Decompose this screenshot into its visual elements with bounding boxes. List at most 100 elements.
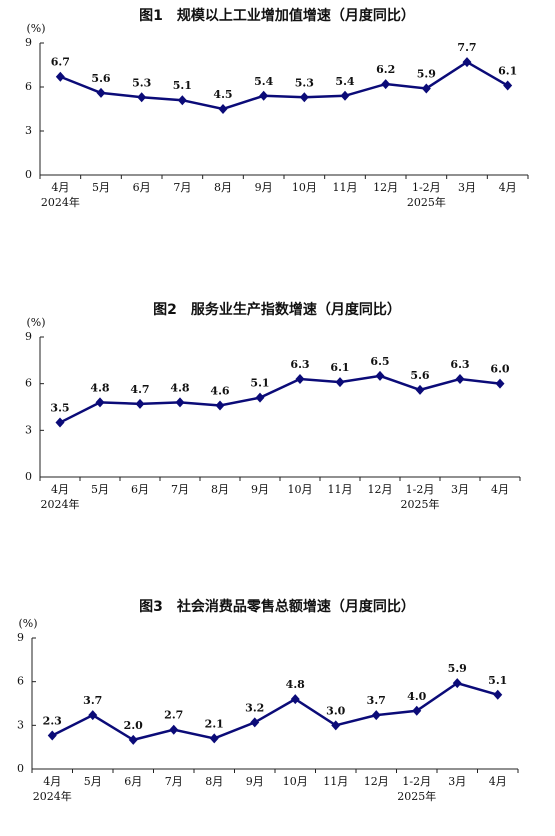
x-tick-label: 11月 xyxy=(333,181,358,194)
x-tick-label: 10月 xyxy=(288,483,313,496)
x-tick-label: 6月 xyxy=(124,775,142,788)
value-label: 3.5 xyxy=(50,402,69,415)
value-label: 4.6 xyxy=(210,384,229,397)
marker xyxy=(503,80,513,91)
value-label: 3.0 xyxy=(326,704,345,717)
x-tick-label: 5月 xyxy=(84,775,102,788)
y-tick-label: 3 xyxy=(25,124,32,137)
value-label: 5.1 xyxy=(173,79,192,92)
x-tick-label: 11月 xyxy=(323,775,348,788)
marker xyxy=(55,417,65,428)
value-label: 6.3 xyxy=(290,358,309,371)
y-tick-label: 9 xyxy=(25,330,32,343)
marker xyxy=(495,378,505,389)
line xyxy=(51,681,499,742)
marker xyxy=(462,57,472,68)
y-tick-label: 9 xyxy=(17,631,24,644)
x-tick-label: 9月 xyxy=(251,483,269,496)
marker xyxy=(177,95,187,106)
marker xyxy=(135,398,145,409)
value-label: 6.3 xyxy=(450,358,469,371)
x-sublabel: 2024年 xyxy=(33,789,72,803)
value-label: 4.8 xyxy=(90,381,109,394)
value-label: 6.7 xyxy=(51,56,70,69)
x-tick-label: 4月 xyxy=(43,775,61,788)
y-tick-label: 6 xyxy=(25,377,32,390)
value-label: 5.4 xyxy=(335,75,354,88)
x-tick-label: 10月 xyxy=(283,775,308,788)
x-tick-label: 4月 xyxy=(499,181,517,194)
marker xyxy=(455,374,465,384)
x-sublabel: 2025年 xyxy=(401,497,440,511)
value-label: 4.0 xyxy=(407,690,426,703)
x-tick-label: 7月 xyxy=(173,181,191,194)
x-tick-label: 3月 xyxy=(451,483,469,496)
x-tick-label: 4月 xyxy=(491,483,509,496)
x-tick-label: 3月 xyxy=(458,181,476,194)
value-label: 7.7 xyxy=(457,41,476,54)
value-label: 6.0 xyxy=(490,363,509,376)
value-label: 5.1 xyxy=(250,377,269,390)
value-label: 3.7 xyxy=(367,694,386,707)
chart-title: 图3 社会消费品零售总额增速（月度同比） xyxy=(139,598,415,615)
value-label: 2.7 xyxy=(164,709,183,722)
y-tick-label: 6 xyxy=(25,80,32,93)
unit-label: (%) xyxy=(26,22,45,35)
marker xyxy=(128,734,138,745)
y-tick-label: 9 xyxy=(25,36,32,49)
x-tick-label: 3月 xyxy=(448,775,466,788)
x-tick-label: 12月 xyxy=(364,775,389,788)
marker xyxy=(331,720,341,731)
marker xyxy=(295,374,305,384)
x-tick-label: 9月 xyxy=(246,775,264,788)
value-label: 3.2 xyxy=(245,701,264,714)
marker xyxy=(412,705,422,716)
y-tick-label: 0 xyxy=(25,168,32,181)
x-tick-label: 8月 xyxy=(211,483,229,496)
marker xyxy=(371,710,381,721)
value-label: 5.6 xyxy=(410,369,429,382)
marker xyxy=(452,678,462,689)
x-sublabel: 2025年 xyxy=(407,195,446,209)
marker xyxy=(299,92,309,103)
value-label: 5.9 xyxy=(417,67,436,80)
y-tick-label: 0 xyxy=(17,762,24,775)
marker xyxy=(340,90,350,101)
x-tick-label: 9月 xyxy=(255,181,273,194)
marker xyxy=(95,397,105,408)
x-tick-label: 1-2月 xyxy=(406,483,435,496)
x-tick-label: 4月 xyxy=(489,775,507,788)
y-tick-label: 6 xyxy=(17,675,24,688)
x-tick-label: 10月 xyxy=(292,181,317,194)
x-tick-label: 6月 xyxy=(133,181,151,194)
marker xyxy=(259,90,269,101)
chart-title: 图1 规模以上工业增加值增速（月度同比） xyxy=(139,7,415,24)
value-label: 4.8 xyxy=(170,381,189,394)
x-sublabel: 2024年 xyxy=(41,497,80,511)
y-tick-label: 0 xyxy=(25,470,32,483)
x-tick-label: 7月 xyxy=(171,483,189,496)
marker xyxy=(169,724,179,735)
y-tick-label: 3 xyxy=(25,423,32,436)
unit-label: (%) xyxy=(18,617,37,630)
marker xyxy=(215,400,225,411)
value-label: 4.7 xyxy=(130,383,149,396)
x-tick-label: 8月 xyxy=(205,775,223,788)
y-tick-label: 3 xyxy=(17,718,24,731)
marker xyxy=(218,104,228,114)
value-label: 2.3 xyxy=(43,715,62,728)
marker xyxy=(493,689,503,700)
x-sublabel: 2024年 xyxy=(41,195,80,209)
marker xyxy=(415,384,425,395)
marker xyxy=(137,92,147,103)
x-tick-label: 1-2月 xyxy=(412,181,441,194)
marker xyxy=(375,370,385,381)
x-tick-label: 1-2月 xyxy=(402,775,431,788)
value-label: 5.3 xyxy=(295,76,314,89)
value-label: 5.6 xyxy=(91,72,110,85)
marker xyxy=(335,377,345,388)
x-tick-label: 11月 xyxy=(328,483,353,496)
marker xyxy=(47,730,57,741)
